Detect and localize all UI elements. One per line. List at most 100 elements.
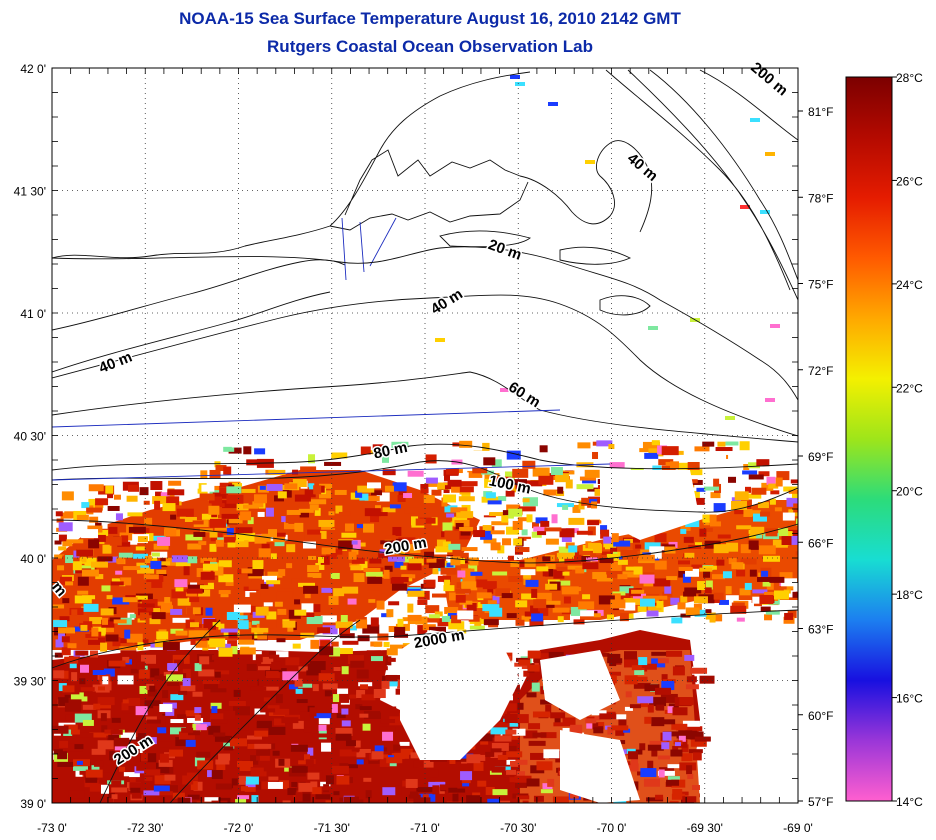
sst-pixel-block (766, 476, 776, 485)
sst-pixel-block (274, 495, 285, 502)
sst-pixel-block (185, 534, 203, 541)
sst-pixel-block (233, 785, 246, 791)
sst-pixel-block (530, 752, 546, 760)
sst-pixel-block (287, 626, 294, 632)
contour-100m (52, 460, 798, 513)
sst-pixel-block (514, 775, 532, 783)
sst-pixel-block (125, 538, 138, 545)
sst-pixel-block (329, 647, 341, 657)
sst-pixel-block (725, 416, 735, 420)
sst-pixel-block (793, 582, 798, 592)
sst-pixel-block (389, 716, 403, 726)
sst-pixel-block (711, 574, 725, 580)
sst-pixel-block (359, 713, 369, 718)
sst-pixel-block (376, 492, 390, 502)
sst-pixel-block (383, 569, 390, 579)
sst-pixel-block (220, 628, 238, 633)
lon-tick-label: -71 0' (410, 821, 440, 835)
sst-pixel-block (215, 759, 230, 765)
sst-pixel-block (565, 479, 573, 489)
sst-pixel-block (677, 560, 690, 565)
sst-pixel-block (214, 461, 221, 468)
sst-pixel-block (223, 742, 235, 749)
sst-pixel-block (303, 612, 315, 617)
sst-pixel-block (81, 569, 99, 577)
sst-pixel-block (281, 516, 289, 523)
sst-pixel-block (222, 500, 238, 509)
sst-pixel-block (468, 564, 478, 572)
sst-pixel-block (211, 654, 228, 660)
sst-pixel-block (522, 460, 536, 469)
sst-pixel-block (424, 551, 435, 557)
sst-pixel-block (391, 583, 407, 591)
sst-pixel-block (117, 541, 131, 547)
sst-pixel-block (172, 617, 190, 623)
sst-pixel-block (531, 548, 546, 553)
sst-pixel-block (397, 618, 404, 627)
sst-pixel-block (238, 639, 255, 645)
sst-pixel-block (537, 531, 547, 536)
sst-pixel-block (444, 530, 460, 540)
sst-pixel-block (250, 686, 267, 691)
sst-pixel-block (226, 527, 234, 535)
sst-pixel-block (644, 684, 660, 692)
sst-pixel-block (298, 760, 312, 765)
sst-pixel-block (307, 529, 321, 535)
sst-pixel-block (389, 504, 401, 509)
sst-pixel-block (717, 534, 731, 539)
sst-pixel-block (730, 605, 747, 614)
sst-pixel-block (275, 694, 283, 704)
sst-pixel-block (796, 518, 798, 526)
sst-pixel-block (702, 527, 713, 532)
sst-pixel-block (740, 205, 750, 209)
sst-data-layer (52, 75, 798, 803)
sst-pixel-block (88, 484, 104, 492)
sst-pixel-block (143, 574, 159, 580)
sst-pixel-block (558, 546, 575, 556)
sst-pixel-block (360, 684, 369, 690)
sst-pixel-block (694, 451, 710, 458)
sst-pixel-block (146, 719, 161, 724)
sst-pixel-block (318, 717, 330, 725)
sst-pixel-block (449, 757, 456, 765)
sst-pixel-block (444, 606, 459, 614)
sst-pixel-block (381, 680, 390, 689)
sst-pixel-block (137, 608, 152, 616)
sst-pixel-block (91, 748, 106, 755)
sst-pixel-block (150, 481, 163, 491)
sst-pixel-block (57, 751, 68, 760)
sst-pixel-block (314, 713, 332, 719)
sst-pixel-block (115, 513, 123, 521)
sst-pixel-block (208, 505, 220, 515)
sst-pixel-block (286, 544, 296, 553)
sst-pixel-block (609, 662, 617, 667)
sst-pixel-block (715, 447, 733, 452)
sst-pixel-block (77, 576, 89, 586)
sst-pixel-block (209, 469, 221, 478)
sst-pixel-block (757, 576, 771, 582)
sst-pixel-block (504, 703, 517, 712)
sst-pixel-block (644, 542, 661, 551)
sst-pixel-block (185, 739, 196, 747)
sst-pixel-block (561, 610, 578, 615)
sst-pixel-block (545, 602, 555, 608)
sst-pixel-block (178, 690, 188, 695)
sst-pixel-block (253, 494, 267, 504)
sst-pixel-block (97, 740, 114, 750)
sst-pixel-block (294, 494, 311, 502)
sst-pixel-block (504, 732, 519, 740)
sst-pixel-block (505, 729, 517, 735)
sst-pixel-block (294, 609, 307, 616)
sst-pixel-block (552, 796, 569, 803)
sst-pixel-block (266, 580, 281, 585)
sst-pixel-block (395, 538, 402, 543)
sst-pixel-block (322, 625, 338, 635)
sst-pixel-block (158, 759, 173, 767)
sst-pixel-block (165, 557, 176, 566)
sst-pixel-block (407, 590, 425, 597)
sst-pixel-block (149, 554, 158, 561)
sst-pixel-block (419, 517, 436, 524)
sst-pixel-block (388, 601, 400, 606)
sst-pixel-block (661, 742, 670, 750)
sst-pixel-block (770, 490, 780, 495)
